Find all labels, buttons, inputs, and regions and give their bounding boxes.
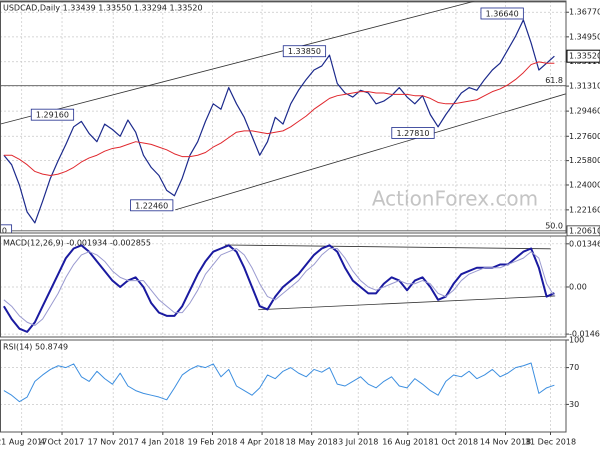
x-tick-label: 16 Aug 2018 [382, 438, 433, 447]
current-price-label: 1.33520 [569, 52, 600, 61]
y-tick-label: 1.31310 [569, 82, 600, 91]
y-tick-label: 1.24000 [569, 180, 600, 189]
y-tick-label: 1.25800 [569, 156, 600, 165]
fib-label: 61.8 [545, 76, 563, 85]
y-tick-label: 30 [569, 400, 579, 409]
y-tick-label: 1.22160 [569, 205, 600, 214]
x-tick-label: 14 Nov 2018 [480, 438, 531, 447]
x-tick-label: 31 Dec 2018 [525, 438, 576, 447]
annotation-box [480, 7, 524, 20]
annotation-box [30, 108, 75, 121]
x-tick-label: 4 Jan 2018 [141, 438, 184, 447]
annotation-box [391, 127, 435, 139]
series-line [3, 362, 555, 403]
x-tick-label: 3 Jul 2018 [338, 438, 378, 447]
series-line [3, 19, 555, 224]
fib-label: 50.0 [545, 221, 563, 230]
y-tick-label: 0.013461 [569, 239, 600, 248]
panel-title: RSI(14) 50.8749 [3, 343, 68, 352]
trendline [0, 1, 476, 125]
price-box [566, 225, 600, 237]
trendline [175, 93, 566, 211]
annotation-box [130, 199, 174, 212]
x-tick-label: 4 Apr 2018 [240, 438, 284, 447]
watermark: ActionForex.com [372, 187, 538, 211]
series-line [3, 61, 555, 177]
y-tick-label: 100 [569, 336, 584, 345]
panel-title: USDCAD,Daily 1.33439 1.33550 1.33294 1.3… [3, 4, 203, 13]
x-tick-label: 21 Aug 2017 [0, 438, 47, 447]
annotation-box [0, 224, 13, 233]
y-tick-label: 1.29460 [569, 107, 600, 116]
series-line [3, 244, 555, 333]
annotation-label: 1.27810 [396, 129, 429, 138]
y-tick-label: 1.34950 [569, 32, 600, 41]
x-tick-label: 18 May 2018 [286, 438, 338, 447]
annotation-label: 1.33850 [288, 47, 321, 56]
panel-border [0, 235, 567, 338]
panel [0, 236, 566, 337]
price-box-label: 1.20610 [569, 226, 600, 235]
y-tick-label: -0.014694 [569, 330, 600, 339]
panel-border [0, 339, 567, 433]
x-tick-label: 19 Feb 2018 [188, 438, 238, 447]
x-tick-label: 17 Nov 2017 [88, 438, 139, 447]
annotation-label: 1.22460 [135, 201, 168, 210]
panel: 61.861.850.01.206101.291601.224601.33850… [0, 1, 566, 235]
series-line [3, 248, 555, 326]
y-tick-label: 1.36770 [569, 8, 600, 17]
panel [0, 340, 566, 432]
panel-title: MACD(12,26,9) -0.001934 -0.002855 [3, 239, 151, 248]
annotation-label: 1.29160 [36, 111, 69, 120]
x-tick-label: 4 Oct 2017 [40, 438, 84, 447]
annotation-label: 1.20610 [0, 226, 7, 235]
trendline [224, 244, 551, 250]
x-tick-label: 1 Oct 2018 [434, 438, 478, 447]
y-tick-label: 1.27600 [569, 132, 600, 141]
panel-border [0, 0, 567, 234]
annotation-box [282, 45, 327, 58]
y-tick-label: 0.00 [569, 282, 587, 291]
trendline [258, 295, 556, 311]
y-tick-label: 70 [569, 363, 579, 372]
current-price-box [566, 49, 600, 63]
annotation-label: 1.36640 [486, 9, 519, 18]
